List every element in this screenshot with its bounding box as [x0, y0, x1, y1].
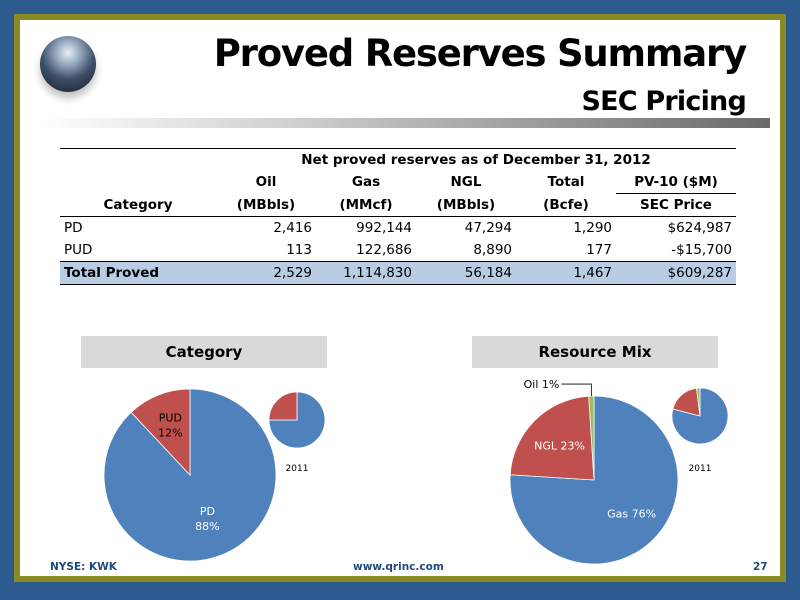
- orb-logo-icon: [40, 36, 96, 92]
- table-row: PD 2,416 992,144 47,294 1,290 $624,987: [60, 216, 736, 239]
- col-unit-pv10: SEC Price: [640, 197, 712, 213]
- pie-slice-pud: [130, 388, 191, 477]
- reserves-table: Net proved reserves as of December 31, 2…: [60, 148, 736, 285]
- cell-pv10: $609,287: [616, 261, 736, 285]
- col-header-oil: Oil: [255, 174, 277, 191]
- row-category: Total Proved: [60, 261, 216, 285]
- cell-gas: 122,686: [356, 242, 412, 258]
- cell-ngl: 47,294: [416, 216, 516, 239]
- cell-oil: 113: [286, 242, 312, 258]
- title-divider: [38, 118, 770, 128]
- table-header-row-top: Oil Gas NGL Total PV-10 ($M): [60, 171, 736, 194]
- slide-content: Proved Reserves Summary SEC Pricing Net …: [20, 20, 780, 576]
- slice-label-ngl: NGL 23%: [534, 440, 585, 453]
- cell-pv10: -$15,700: [671, 242, 732, 258]
- cell-ngl: 8,890: [473, 242, 512, 258]
- cell-total: 1,467: [516, 261, 616, 285]
- col-header-ngl: NGL: [450, 174, 482, 191]
- cell-pv10: $624,987: [616, 216, 736, 239]
- slice-label-pd: PD: [200, 505, 215, 518]
- cell-oil: 2,529: [216, 261, 316, 285]
- col-header-total: Total: [547, 174, 585, 191]
- footer-ticker: NYSE: KWK: [50, 561, 117, 573]
- slice-label-pud-value: 12%: [158, 426, 182, 439]
- cell-gas: 992,144: [316, 216, 416, 239]
- col-unit-ngl: (MBbls): [436, 196, 496, 213]
- pie-caption-2011: 2011: [286, 464, 309, 474]
- row-category: PUD: [64, 242, 93, 258]
- pie-slice-oil: [588, 395, 595, 481]
- oil-leader-line: [561, 383, 592, 397]
- footer-page-number: 27: [753, 561, 768, 573]
- cell-oil: 2,416: [216, 216, 316, 239]
- table-row: PUD 113 122,686 8,890 177 -$15,700: [60, 239, 736, 262]
- page-title: Proved Reserves Summary: [213, 32, 747, 75]
- table-group-header: Net proved reserves as of December 31, 2…: [216, 148, 736, 171]
- pie-slice-ngl: [509, 395, 595, 481]
- slice-label-gas: Gas 76%: [607, 508, 656, 521]
- col-header-gas: Gas: [351, 174, 381, 191]
- slice-label-pud: PUD: [159, 411, 182, 424]
- page-subtitle: SEC Pricing: [581, 86, 747, 117]
- pie-caption-2011: 2011: [689, 464, 712, 474]
- pie-charts: PD 88% PUD 12% 2011 Gas 76% NGL 23% Oil 1% 2011: [103, 378, 729, 565]
- pie-slice-oil-2011: [696, 387, 701, 417]
- cell-total: 177: [586, 242, 612, 258]
- col-header-category: Category: [103, 196, 173, 213]
- footer-website: www.qrinc.com: [353, 561, 444, 573]
- row-category: PD: [60, 216, 216, 239]
- col-header-pv10: PV-10 ($M): [616, 171, 736, 194]
- slice-label-oil: Oil 1%: [524, 378, 560, 391]
- category-chart-header: Category: [81, 336, 327, 368]
- cell-total: 1,290: [516, 216, 616, 239]
- resource-mix-chart-header: Resource Mix: [472, 336, 718, 368]
- slice-label-pd-value: 88%: [195, 520, 219, 533]
- col-unit-gas: (MMcf): [339, 196, 393, 213]
- table-group-header-row: Net proved reserves as of December 31, 2…: [60, 148, 736, 171]
- col-unit-oil: (MBbls): [236, 196, 296, 213]
- pie-slice-pud-2011: [268, 391, 298, 421]
- table-row-total: Total Proved 2,529 1,114,830 56,184 1,46…: [60, 261, 736, 285]
- pie-slice-gas: [509, 395, 679, 565]
- col-unit-total: (Bcfe): [543, 196, 589, 213]
- cell-ngl: 56,184: [416, 261, 516, 285]
- cell-gas: 1,114,830: [316, 261, 416, 285]
- table-header-row-bottom: Category (MBbls) (MMcf) (MBbls) (Bcfe) S…: [60, 194, 736, 217]
